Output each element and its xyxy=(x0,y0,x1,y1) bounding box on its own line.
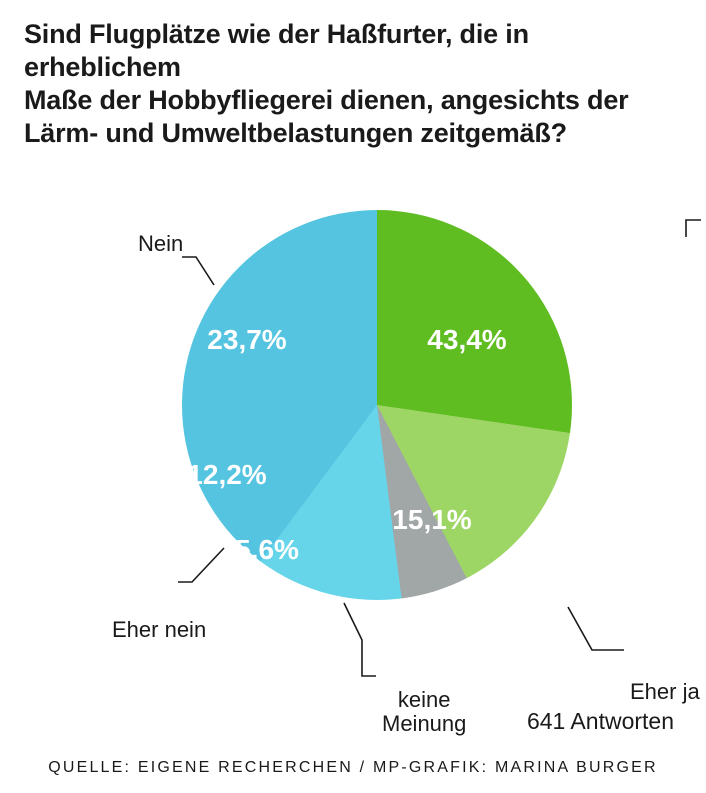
title-line: Lärm- und Umweltbelastungen zeitgemäß? xyxy=(24,118,567,148)
title-line: Maße der Hobbyfliegerei dienen, angesich… xyxy=(24,85,628,115)
pct-eherja: 15,1% xyxy=(392,504,471,536)
leader-eherja xyxy=(568,607,624,650)
pct-ja: 43,4% xyxy=(427,324,506,356)
pct-ehernein: 12,2% xyxy=(187,459,266,491)
label-ehernein: Eher nein xyxy=(112,618,206,642)
source-credit: QUELLE: EIGENE RECHERCHEN / MP-GRAFIK: M… xyxy=(0,759,706,777)
title-line: Sind Flugplätze wie der Haßfurter, die i… xyxy=(24,19,529,82)
leader-keine xyxy=(344,603,376,676)
label-nein: Nein xyxy=(138,232,183,256)
answer-count: 641 Antworten xyxy=(527,708,674,735)
chart-container: Sind Flugplätze wie der Haßfurter, die i… xyxy=(0,0,706,793)
leader-ehernein xyxy=(178,548,224,582)
pct-nein: 23,7% xyxy=(207,324,286,356)
label-keine: keine Meinung xyxy=(382,688,466,736)
chart-title: Sind Flugplätze wie der Haßfurter, die i… xyxy=(24,18,682,150)
leader-nein xyxy=(182,257,214,285)
pie-chart-area: JaEher jakeine MeinungEher neinNein 43,4… xyxy=(0,150,706,690)
pct-keine: 5,6% xyxy=(235,534,299,566)
leader-ja xyxy=(686,220,701,237)
label-eherja: Eher ja xyxy=(630,680,700,704)
